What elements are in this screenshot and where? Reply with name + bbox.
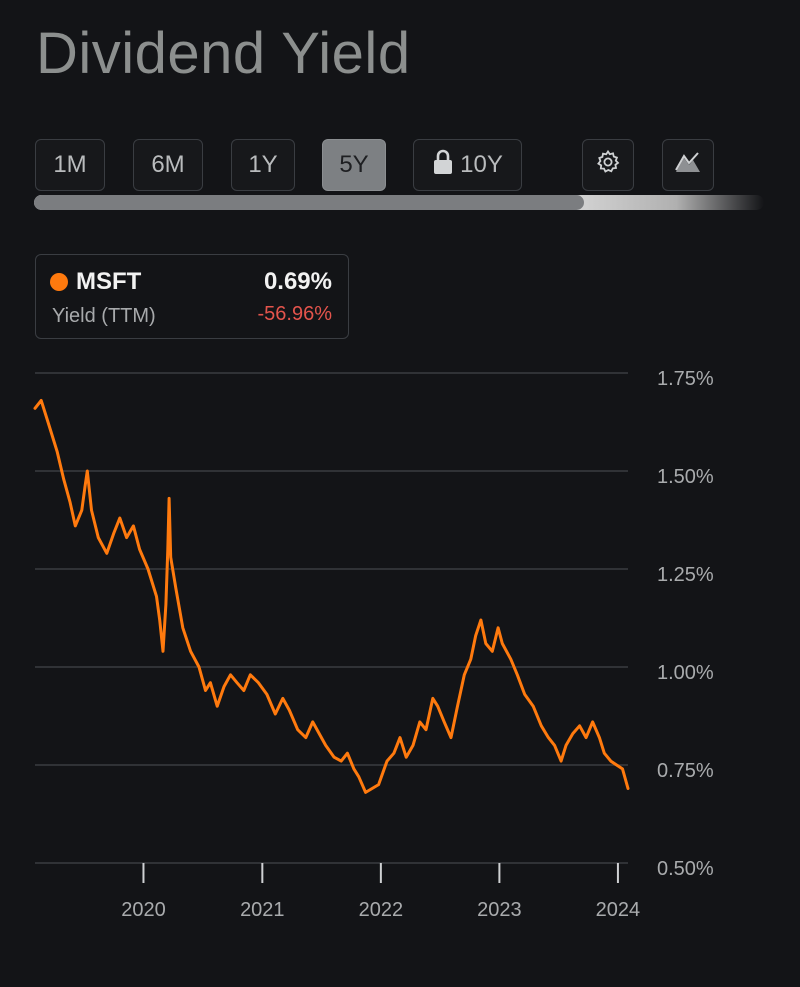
tab-label: 1Y [248,151,278,178]
y-tick-label: 0.75% [657,760,714,782]
tab-1m[interactable]: 1M [35,139,105,191]
x-tick-label: 2023 [477,899,522,921]
y-tick-label: 1.00% [657,662,714,684]
tab-label: 10Y [460,151,503,178]
range-scrollbar-thumb[interactable] [34,195,584,210]
tab-1y[interactable]: 1Y [231,139,295,191]
legend-metric: Yield (TTM) [52,305,156,327]
tab-6m[interactable]: 6M [133,139,203,191]
y-tick-label: 1.25% [657,564,714,586]
legend-ticker: MSFT [76,268,142,295]
x-tick-label: 2022 [359,899,404,921]
tab-label: 5Y [339,151,369,178]
tab-10y[interactable]: 10Y [413,139,522,191]
x-tick-label: 2024 [596,899,641,921]
mountain-chart-icon [674,150,702,181]
legend-value: 0.69% [263,268,332,295]
y-tick-label: 1.50% [657,466,714,488]
tab-label: 6M [151,151,185,178]
settings-button[interactable] [582,139,634,191]
x-tick-label: 2020 [121,899,166,921]
tab-5y[interactable]: 5Y [322,139,386,191]
lock-icon [432,149,454,182]
page-title: Dividend Yield [36,21,411,86]
range-tabs: 1M 6M 1Y 5Y 10Y [0,139,800,195]
chart-style-button[interactable] [662,139,714,191]
series-line-msft [33,398,630,794]
series-color-dot [50,273,68,291]
legend-card: MSFT 0.69% Yield (TTM) -56.96% [35,254,349,339]
x-tick-label: 2021 [240,899,285,921]
gear-icon [595,149,621,182]
tab-label: 1M [53,151,87,178]
y-tick-label: 0.50% [657,858,714,880]
y-tick-label: 1.75% [657,368,714,390]
legend-change: -56.96% [257,303,333,325]
